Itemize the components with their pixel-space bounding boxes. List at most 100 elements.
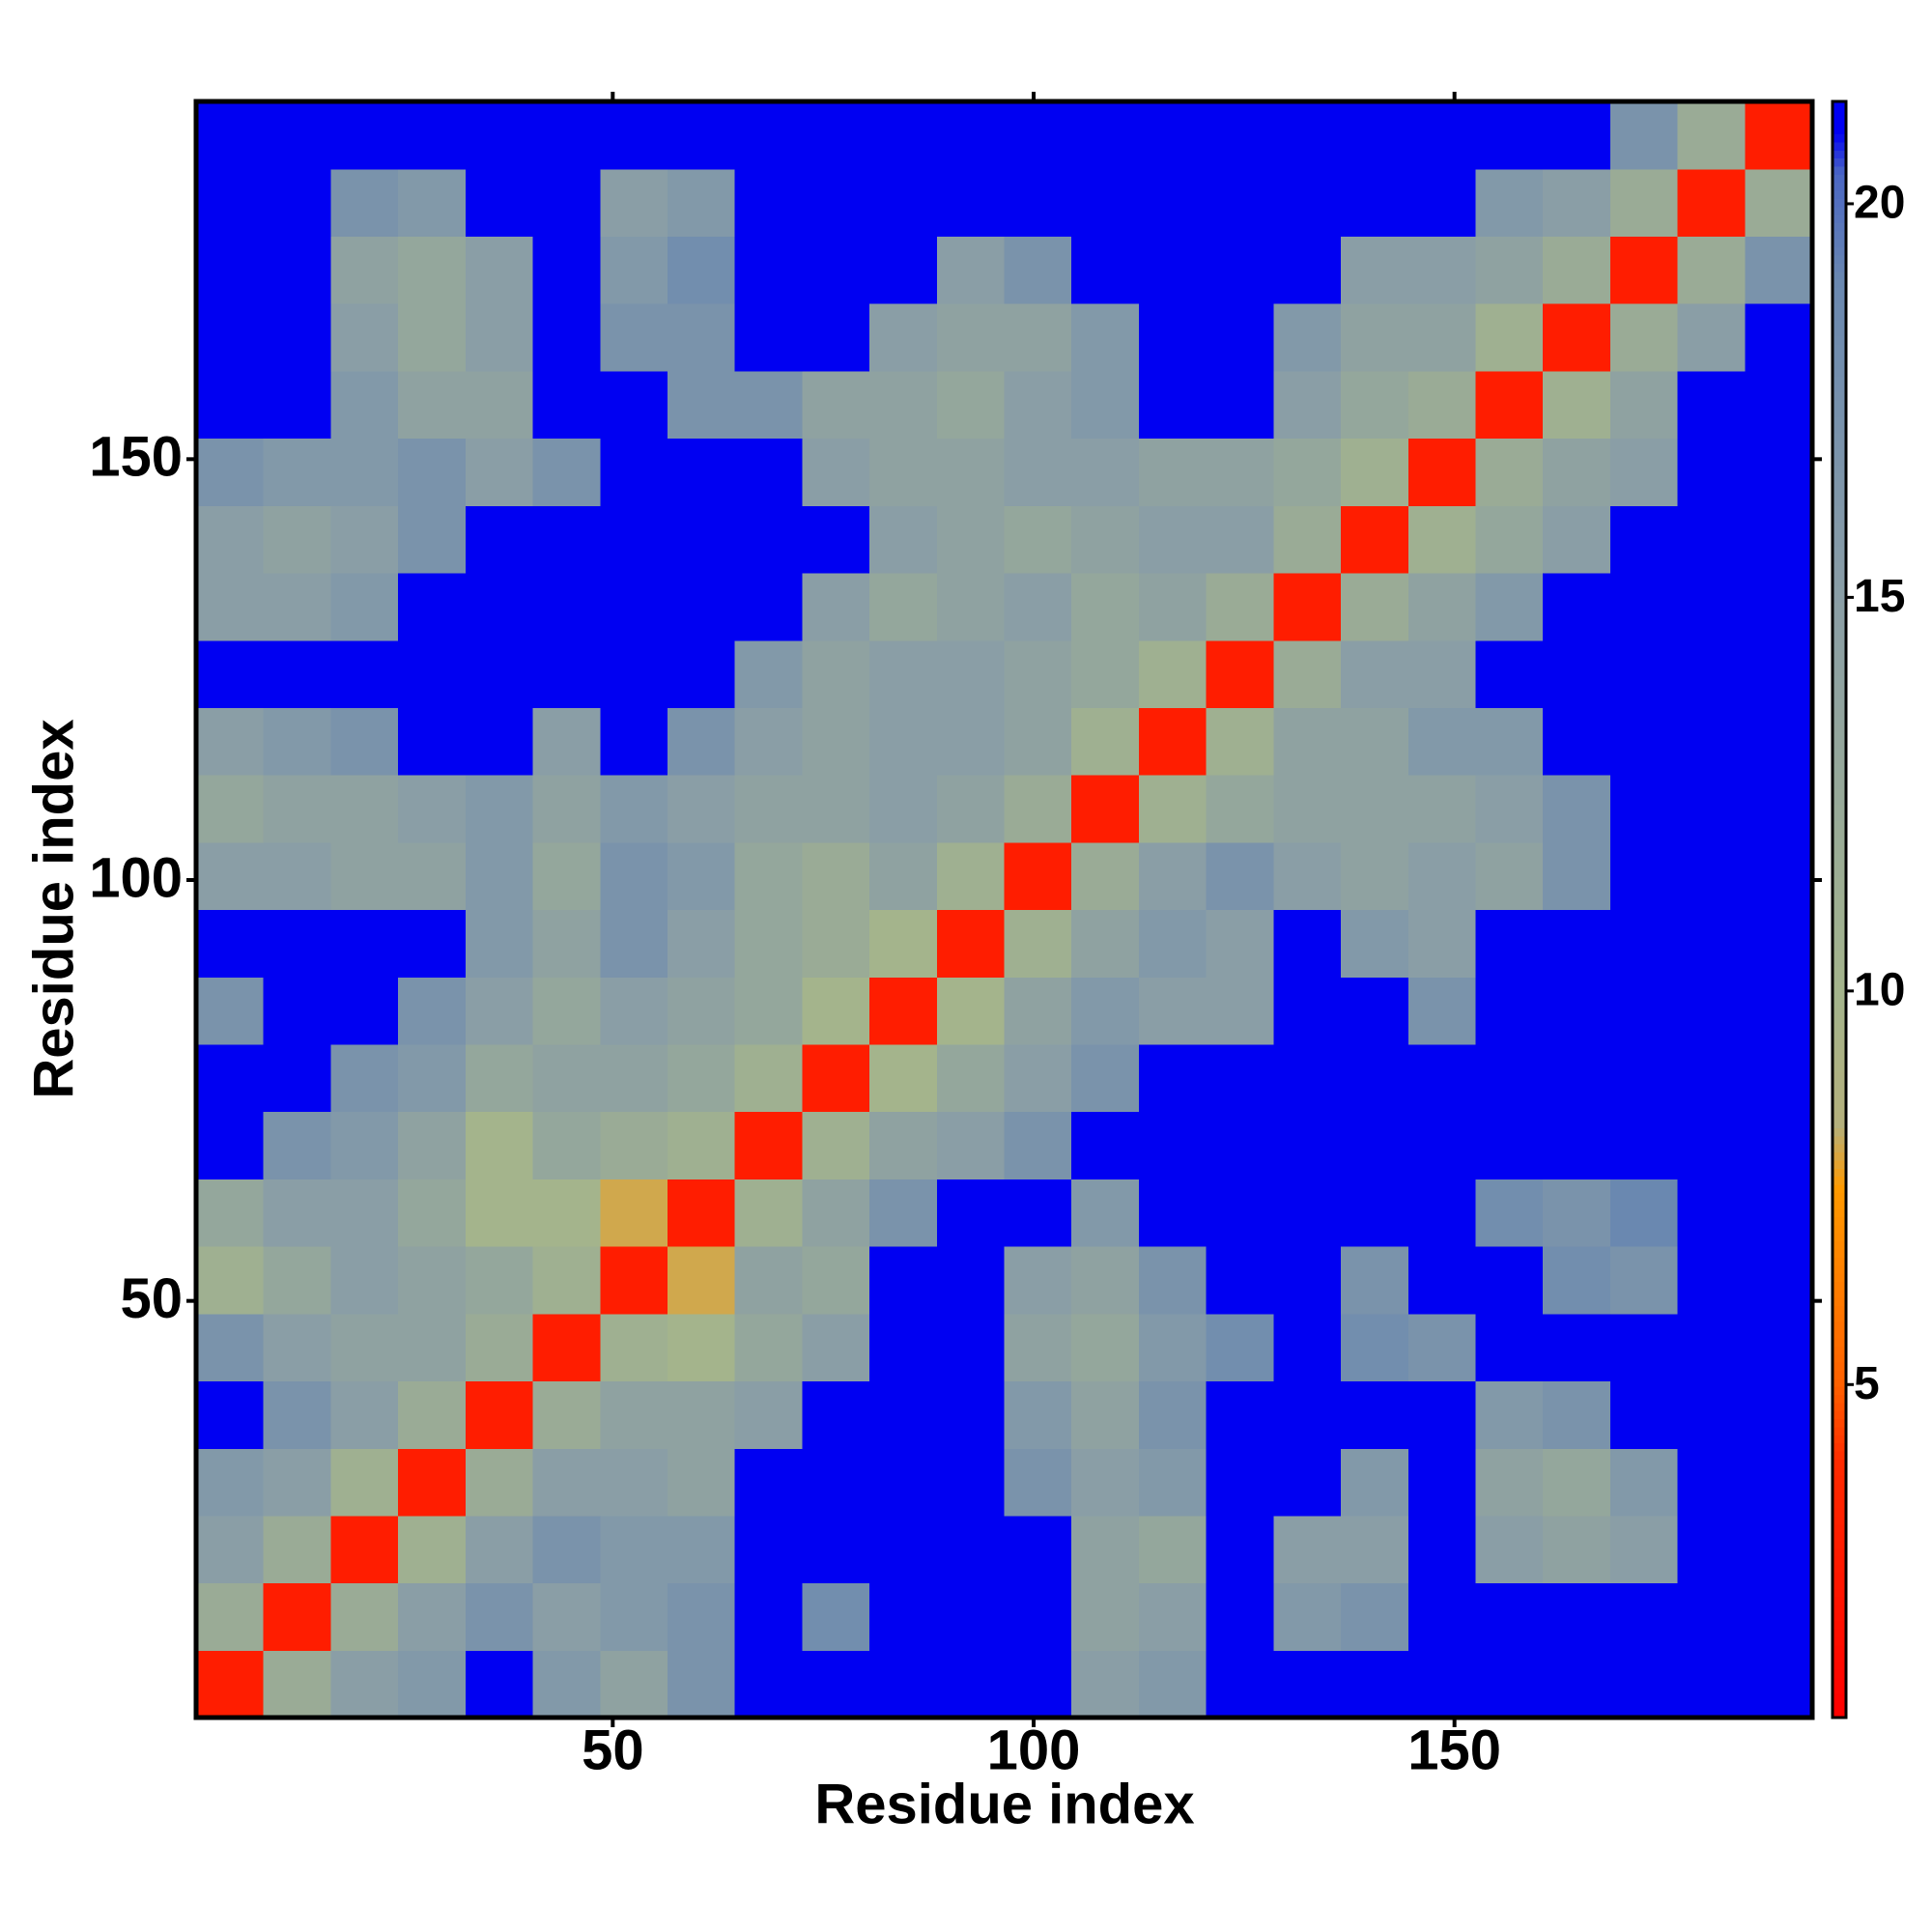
heatmap-cell bbox=[734, 977, 803, 1045]
colorbar-step bbox=[1833, 1426, 1846, 1435]
colorbar-step bbox=[1833, 1572, 1846, 1581]
heatmap-cell bbox=[330, 101, 399, 170]
heatmap-cell bbox=[398, 1515, 467, 1584]
heatmap-cell bbox=[600, 1179, 668, 1247]
colorbar-step bbox=[1833, 457, 1846, 467]
colorbar-step bbox=[1833, 837, 1846, 846]
colorbar-step bbox=[1833, 432, 1846, 441]
colorbar-step bbox=[1833, 198, 1846, 208]
heatmap-cell bbox=[1543, 977, 1611, 1045]
heatmap-cell bbox=[802, 909, 870, 978]
heatmap-cell bbox=[532, 438, 601, 506]
heatmap-cell bbox=[330, 572, 399, 641]
heatmap-cell bbox=[1745, 303, 1813, 372]
x-axis-title: Residue index bbox=[814, 1773, 1194, 1835]
heatmap-cell bbox=[667, 168, 736, 238]
heatmap-cell bbox=[263, 505, 332, 574]
colorbar-step bbox=[1833, 214, 1846, 224]
heatmap-cell bbox=[1206, 505, 1274, 574]
colorbar-step bbox=[1833, 788, 1846, 797]
heatmap-cell bbox=[802, 370, 870, 440]
heatmap-cell bbox=[532, 909, 601, 978]
heatmap-cell bbox=[330, 1650, 399, 1719]
heatmap-cell bbox=[734, 370, 803, 440]
heatmap-cell bbox=[936, 775, 1006, 843]
heatmap-cell bbox=[1071, 639, 1140, 708]
colorbar-step bbox=[1833, 635, 1846, 644]
colorbar-step bbox=[1833, 1135, 1846, 1145]
heatmap-cell bbox=[802, 1380, 870, 1449]
heatmap-cell bbox=[330, 303, 399, 372]
colorbar-step bbox=[1833, 1289, 1846, 1298]
heatmap-cell bbox=[330, 505, 399, 574]
heatmap-cell bbox=[1677, 1448, 1746, 1517]
heatmap-cell bbox=[1543, 1515, 1611, 1584]
heatmap-cell bbox=[667, 236, 736, 304]
heatmap-cell bbox=[398, 841, 467, 911]
colorbar-step bbox=[1833, 165, 1846, 175]
heatmap-cell bbox=[1004, 505, 1072, 574]
heatmap-cell bbox=[263, 1246, 332, 1315]
heatmap-cell bbox=[1341, 236, 1409, 304]
heatmap-cell bbox=[1543, 236, 1611, 304]
heatmap-cell bbox=[734, 572, 803, 641]
heatmap-cell bbox=[1341, 1246, 1409, 1315]
colorbar: 5 10 15 20 bbox=[1831, 99, 1905, 1719]
heatmap-cell bbox=[869, 977, 938, 1045]
heatmap-cell bbox=[1206, 370, 1274, 440]
colorbar-step bbox=[1833, 1523, 1846, 1533]
y-tick-label: 150 bbox=[89, 426, 183, 489]
colorbar-step bbox=[1833, 990, 1846, 1000]
y-tick-label: 100 bbox=[89, 846, 183, 909]
colorbar-step bbox=[1833, 126, 1846, 135]
heatmap-cell bbox=[465, 775, 534, 843]
heatmap-cell bbox=[465, 1448, 534, 1517]
heatmap-cell bbox=[1677, 639, 1746, 708]
heatmap-cell bbox=[802, 101, 870, 170]
heatmap-cell bbox=[1071, 1246, 1140, 1315]
heatmap-cell bbox=[532, 1179, 601, 1247]
heatmap-cell bbox=[1475, 370, 1544, 440]
colorbar-step bbox=[1833, 1119, 1846, 1128]
colorbar-step bbox=[1833, 376, 1846, 385]
heatmap-cell bbox=[196, 370, 265, 440]
heatmap-cell bbox=[936, 707, 1006, 776]
heatmap-cell bbox=[1407, 1650, 1477, 1719]
colorbar-step bbox=[1833, 1216, 1846, 1226]
colorbar-step bbox=[1833, 755, 1846, 765]
heatmap-cell bbox=[465, 1246, 534, 1315]
heatmap-cell bbox=[1609, 168, 1679, 238]
heatmap-cell bbox=[1745, 1582, 1813, 1651]
heatmap-cell bbox=[600, 707, 668, 776]
heatmap-cell bbox=[532, 841, 601, 911]
heatmap-cell bbox=[532, 977, 601, 1045]
colorbar-step bbox=[1833, 513, 1846, 523]
heatmap-cell bbox=[1004, 1246, 1072, 1315]
colorbar-step bbox=[1833, 352, 1846, 361]
heatmap-cell bbox=[398, 707, 467, 776]
heatmap-cell bbox=[1407, 370, 1477, 440]
colorbar-step bbox=[1833, 1442, 1846, 1452]
colorbar-step bbox=[1833, 1418, 1846, 1428]
heatmap-cell bbox=[330, 1582, 399, 1651]
colorbar-step bbox=[1833, 343, 1846, 353]
heatmap-cell bbox=[1475, 168, 1544, 238]
heatmap-cell bbox=[1206, 101, 1274, 170]
heatmap-cell bbox=[1407, 1582, 1477, 1651]
colorbar-step bbox=[1833, 521, 1846, 530]
heatmap-cell bbox=[734, 1448, 803, 1517]
heatmap-cell bbox=[1004, 236, 1072, 304]
heatmap-cell bbox=[263, 438, 332, 506]
colorbar-step bbox=[1833, 1450, 1846, 1460]
heatmap-cell bbox=[532, 1448, 601, 1517]
colorbar-step bbox=[1833, 852, 1846, 862]
colorbar-step bbox=[1833, 626, 1846, 636]
heatmap-cell bbox=[1677, 370, 1746, 440]
heatmap-cell bbox=[1677, 1313, 1746, 1382]
heatmap-cell bbox=[1273, 236, 1342, 304]
heatmap-cell bbox=[1677, 775, 1746, 843]
heatmap-cell bbox=[1745, 505, 1813, 574]
heatmap-cell bbox=[667, 1246, 736, 1315]
heatmap-cell bbox=[869, 168, 938, 238]
heatmap-cell bbox=[532, 1246, 601, 1315]
